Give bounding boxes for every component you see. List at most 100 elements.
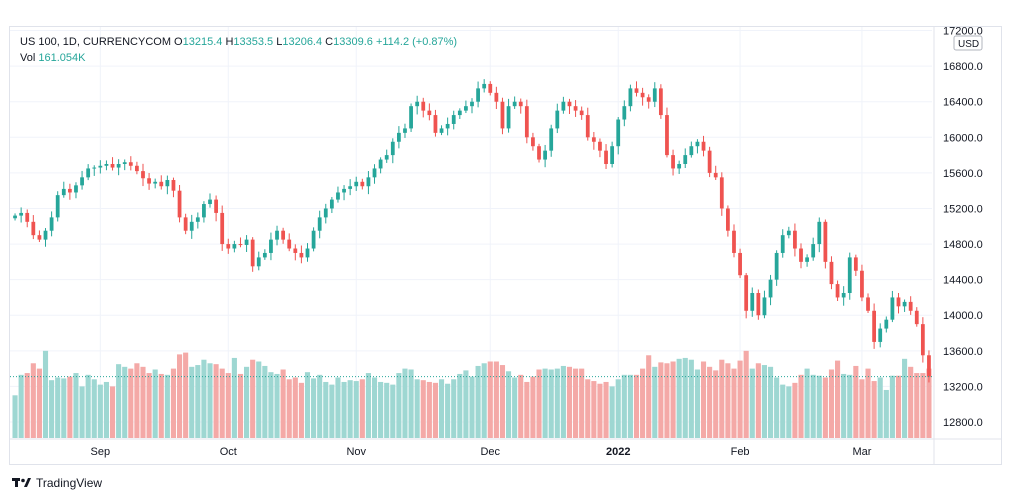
- candle-body: [336, 192, 340, 200]
- candle-body: [884, 319, 889, 329]
- candle-body: [896, 297, 901, 307]
- volume-bar: [877, 377, 883, 438]
- candle-body: [80, 177, 84, 186]
- volume-bar: [24, 373, 30, 438]
- candle-body: [555, 110, 560, 129]
- candle-body: [360, 181, 365, 187]
- volume-bar: [317, 374, 323, 438]
- volume-bar: [499, 365, 506, 438]
- candle-body: [31, 221, 36, 236]
- open-value: 13215.4: [182, 36, 223, 48]
- volume-bar: [103, 381, 109, 438]
- volume-bar: [865, 368, 871, 438]
- candle-body: [829, 261, 834, 285]
- tradingview-logo[interactable]: TradingView: [12, 476, 102, 490]
- volume-bar: [700, 361, 707, 438]
- candle-body: [610, 146, 615, 164]
- volume-bar: [920, 373, 926, 438]
- candle-body: [823, 221, 828, 262]
- volume-bar: [12, 395, 18, 438]
- candle-body: [531, 137, 535, 147]
- price-axis[interactable]: 12800.0 13200.0 13600.0 14000.0 14400.0 14800…: [943, 26, 983, 429]
- candle-body: [445, 123, 450, 129]
- volume-bar: [426, 381, 432, 438]
- change-value: +114.2 (+0.87%): [375, 36, 458, 48]
- volume-bar: [902, 358, 908, 438]
- volume-bar: [365, 373, 371, 438]
- candle-body: [914, 310, 919, 325]
- volume-bar: [841, 373, 847, 438]
- price-tick-label: 17200.0: [943, 26, 983, 38]
- candle-body: [482, 83, 487, 89]
- volume-bar: [767, 366, 774, 438]
- volume-bar: [402, 368, 408, 438]
- volume-bar: [359, 379, 365, 438]
- candle-body: [342, 188, 346, 193]
- candle-body: [665, 115, 669, 156]
- volume-value: 161.054K: [38, 52, 86, 64]
- volume-bar: [713, 370, 719, 438]
- volume-bar: [682, 357, 688, 438]
- volume-bar: [853, 365, 859, 438]
- chart-frame: [9, 26, 1002, 465]
- volume-bar: [286, 379, 292, 438]
- candle-body: [890, 297, 895, 320]
- time-axis[interactable]: Sep Oct Nov Dec 2022 Feb Mar: [91, 446, 872, 458]
- candle-body: [13, 215, 17, 219]
- candle-body: [750, 292, 755, 311]
- volume-bar: [847, 374, 853, 438]
- candle-body: [293, 248, 298, 253]
- candle-body: [920, 324, 925, 356]
- volume-bar: [457, 373, 463, 438]
- volume-bar: [207, 363, 213, 438]
- volume-bar: [652, 366, 658, 438]
- candle-body: [689, 146, 694, 156]
- volume-bar: [816, 375, 822, 438]
- volume-bar: [152, 369, 158, 438]
- volume-bar: [725, 363, 731, 438]
- volume-bar: [603, 381, 609, 438]
- candle-body: [799, 248, 803, 262]
- volume-bar: [122, 366, 128, 438]
- volume-bar: [384, 382, 390, 438]
- candle-body: [470, 101, 474, 107]
- volume-bars: [12, 350, 932, 438]
- time-tick-label: Mar: [852, 446, 871, 458]
- candle-body: [25, 212, 30, 222]
- close-value: 13309.6: [333, 36, 373, 48]
- candle-body: [409, 106, 413, 129]
- high-value: 13353.5: [233, 36, 274, 48]
- candle-body: [147, 178, 151, 184]
- candle-body: [780, 235, 785, 253]
- candle-body: [226, 244, 231, 249]
- volume-bar: [237, 373, 244, 438]
- candle-body: [43, 230, 48, 240]
- candle-body: [878, 328, 883, 342]
- volume-bar: [908, 366, 914, 438]
- candle-body: [494, 92, 499, 102]
- volume-bar: [445, 383, 451, 438]
- candle-body: [37, 235, 42, 240]
- volume-bar: [164, 374, 170, 438]
- candle-body: [202, 204, 206, 218]
- candle-body: [384, 155, 389, 160]
- candle-body: [415, 101, 420, 107]
- candle-body: [451, 115, 456, 124]
- candle-body: [214, 199, 218, 213]
- candle-body: [622, 106, 627, 120]
- volume-bar: [304, 372, 311, 438]
- volume-bar: [536, 369, 542, 438]
- volume-bar: [244, 366, 250, 438]
- candle-body: [135, 165, 139, 172]
- candle-body: [281, 230, 286, 240]
- candle-body: [786, 230, 791, 236]
- candle-body: [464, 106, 468, 111]
- volume-bar: [828, 369, 835, 438]
- volume-bar: [420, 380, 426, 438]
- candle-body: [403, 128, 407, 133]
- brand-name: TradingView: [36, 476, 103, 490]
- price-tick-label: 15600.0: [943, 168, 983, 180]
- candle-body: [287, 239, 292, 249]
- open-label: O: [174, 36, 183, 48]
